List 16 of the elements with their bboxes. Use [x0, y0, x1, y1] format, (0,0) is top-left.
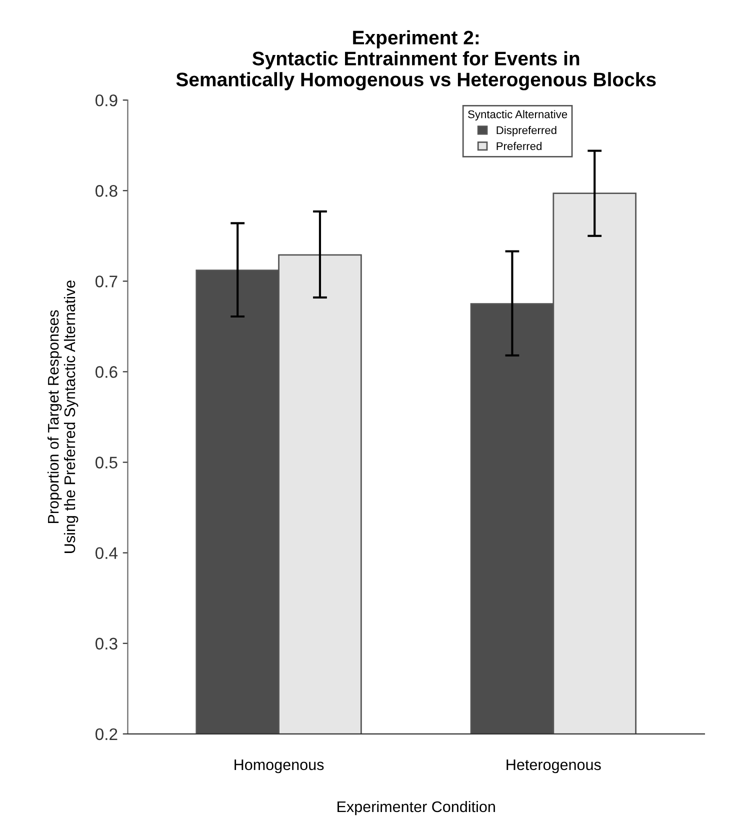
- y-tick-label: 0.5: [96, 456, 118, 468]
- legend-title: Syntactic Alternative: [468, 110, 568, 120]
- legend-label: Dispreferred: [496, 126, 556, 136]
- y-tick-label: 0.4: [96, 547, 118, 560]
- x-axis-title: Experimenter Condition: [338, 800, 495, 816]
- y-axis-title: Proportion of Target Responses Using the Preferred Syntactic Alternative: [47, 280, 78, 553]
- y-tick-label: 0.3: [96, 638, 118, 650]
- legend-label: Preferred: [496, 142, 542, 150]
- y-tick-label: 0.8: [96, 185, 118, 197]
- chart-title: Experiment 2: Syntactic Entrainment for Events in Semantically Homogenous vs Heterogenous Blocks: [176, 30, 656, 90]
- y-tick-label: 0.9: [96, 94, 118, 106]
- y-tick-label: 0.2: [96, 728, 118, 740]
- x-tick-label: Homogenous: [234, 759, 324, 774]
- y-tick-label: 0.7: [96, 276, 118, 288]
- x-tick-label: Heterogenous: [506, 759, 601, 774]
- y-tick-label: 0.6: [96, 366, 118, 378]
